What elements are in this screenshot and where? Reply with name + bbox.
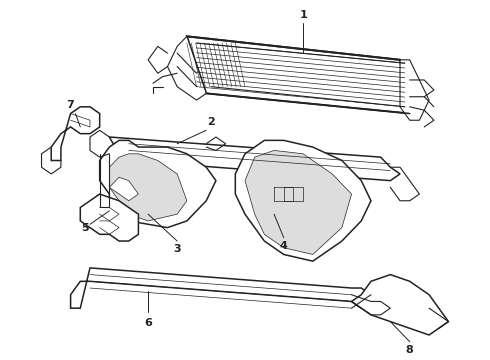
Polygon shape <box>187 36 410 113</box>
Text: 2: 2 <box>207 117 215 127</box>
Polygon shape <box>71 268 371 308</box>
Text: 5: 5 <box>81 222 89 233</box>
Polygon shape <box>352 275 448 335</box>
Polygon shape <box>400 60 429 120</box>
Text: 8: 8 <box>406 345 414 355</box>
Text: 1: 1 <box>299 10 307 19</box>
Text: 7: 7 <box>67 100 74 110</box>
Polygon shape <box>168 36 206 100</box>
Polygon shape <box>109 137 400 181</box>
Polygon shape <box>109 154 187 221</box>
Polygon shape <box>109 177 138 201</box>
Polygon shape <box>245 150 352 255</box>
Polygon shape <box>235 140 371 261</box>
Polygon shape <box>80 194 138 241</box>
Text: 4: 4 <box>280 241 288 251</box>
Polygon shape <box>51 107 99 161</box>
Text: 3: 3 <box>173 244 181 255</box>
Polygon shape <box>99 140 216 228</box>
Text: 6: 6 <box>144 318 152 328</box>
